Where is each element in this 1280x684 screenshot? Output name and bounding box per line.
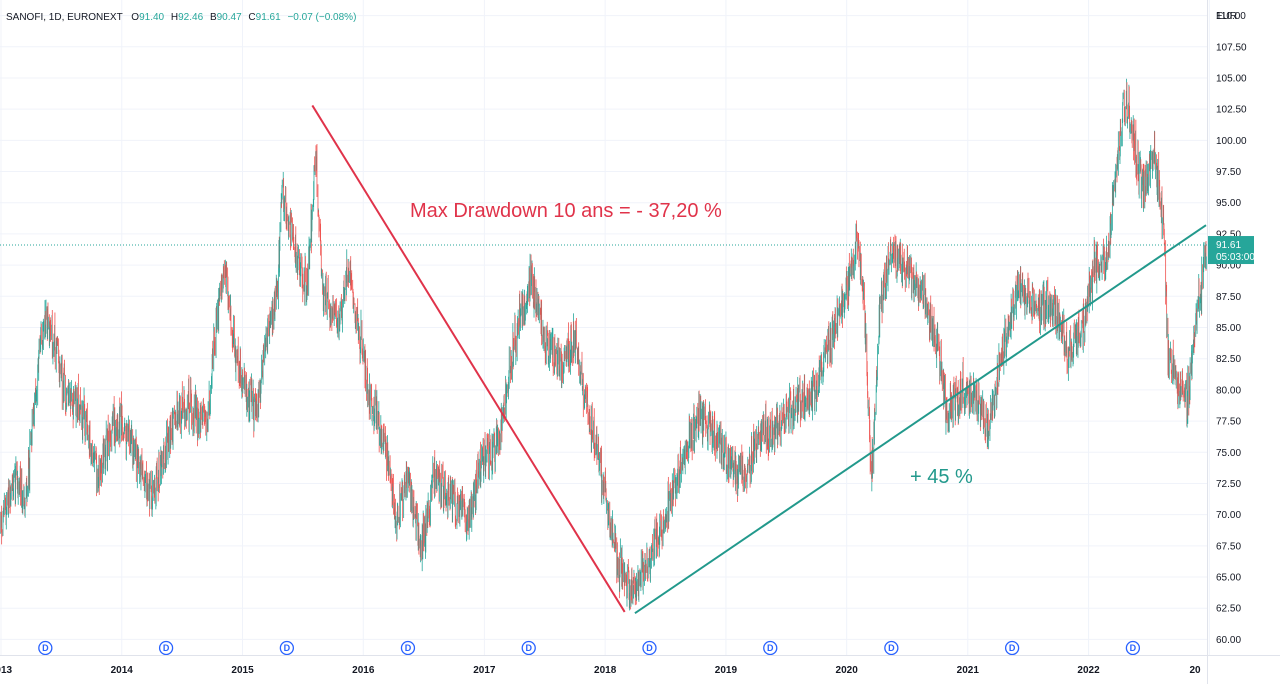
last-price-tag: 91.61 05:03:00: [1208, 236, 1255, 265]
y-tick-label: 82.50: [1216, 354, 1241, 365]
y-tick-label: 90.00: [1216, 261, 1241, 272]
x-tick-label: 2013: [0, 665, 13, 676]
y-tick-label: 67.50: [1216, 541, 1241, 552]
ohlc-legend[interactable]: SANOFI, 1D, EURONEXT O91.40 H92.46 B90.4…: [6, 12, 356, 23]
drawdown-line[interactable]: [311, 104, 626, 613]
dividend-marker: D: [279, 640, 295, 656]
x-tick-label: 2017: [473, 665, 496, 676]
price-tag-background: [1208, 236, 1254, 265]
x-tick-label: 2018: [594, 665, 617, 676]
y-tick-label: 60.00: [1216, 635, 1241, 646]
dividend-letter: D: [163, 643, 170, 653]
gain-annotation[interactable]: + 45 %: [910, 466, 973, 488]
y-tick-label: 75.00: [1216, 448, 1241, 459]
trend-line[interactable]: [634, 224, 1207, 615]
currency-label: EUR: [1216, 11, 1237, 22]
dividend-marker: D: [521, 640, 536, 656]
candlesticks: [0, 78, 1207, 611]
price-axis[interactable]: 110.00 107.50 105.00 102.50 100.00 97.50 95.00…: [1216, 11, 1247, 646]
x-tick-label: 20: [1189, 665, 1201, 676]
dividend-circle: [1004, 640, 1020, 656]
dividend-letter: D: [525, 643, 532, 653]
high-value: 92.46: [178, 12, 203, 23]
dividend-letter: D: [284, 643, 291, 653]
x-tick-label: 2015: [231, 665, 254, 676]
dividend-letter: D: [646, 643, 653, 653]
dividend-letter: D: [405, 643, 412, 653]
y-tick-label: 92.50: [1216, 229, 1241, 240]
dividend-marker: D: [400, 640, 416, 656]
y-tick-label: 107.50: [1216, 42, 1247, 53]
y-tick-label: 80.00: [1216, 385, 1241, 396]
y-tick-label: 72.50: [1216, 479, 1241, 490]
dividend-marker: D: [884, 640, 899, 656]
dividend-marker: D: [38, 640, 53, 656]
dividend-letter: D: [888, 643, 895, 653]
dividend-marker: D: [1125, 640, 1141, 656]
dividend-circle: [158, 640, 174, 656]
x-tick-label: 2021: [957, 665, 980, 676]
y-tick-label: 95.00: [1216, 198, 1241, 209]
y-tick-label: 65.00: [1216, 573, 1241, 584]
high-label: H: [171, 12, 178, 23]
x-tick-label: 2022: [1077, 665, 1100, 676]
y-tick-label: 85.00: [1216, 323, 1241, 334]
low-label: B: [210, 12, 217, 23]
dividend-circle: [763, 640, 778, 656]
symbol-label: SANOFI, 1D, EURONEXT: [6, 12, 123, 23]
open-label: O: [131, 12, 139, 23]
x-tick-label: 2016: [352, 665, 375, 676]
y-tick-label: 97.50: [1216, 167, 1241, 178]
dividend-letter: D: [767, 643, 774, 653]
y-tick-label: 102.50: [1216, 105, 1247, 116]
dividend-marker: D: [642, 640, 657, 656]
dividend-circle: [279, 640, 295, 656]
dividend-circle: [521, 640, 536, 656]
time-axis[interactable]: 2013 2014 2015 2016 2017 2018 2019 2020 2021 2022…: [0, 665, 1201, 676]
drawdown-annotation[interactable]: Max Drawdown 10 ans = - 37,20 %: [410, 200, 722, 222]
x-tick-label: 2020: [836, 665, 859, 676]
dividend-circle: [642, 640, 657, 656]
price-tag-countdown: 05:03:00: [1216, 252, 1255, 263]
price-tag-price: 91.61: [1216, 240, 1241, 251]
y-tick-label: 105.00: [1216, 73, 1247, 84]
open-value: 91.40: [139, 12, 164, 23]
y-tick-label: 100.00: [1216, 136, 1247, 147]
close-value: 91.61: [256, 12, 281, 23]
dividend-circle: [38, 640, 53, 656]
dividend-marker: D: [1004, 640, 1020, 656]
dividend-letter: D: [42, 643, 49, 653]
x-tick-label: 2014: [111, 665, 134, 676]
y-tick-label: 110.00: [1216, 11, 1246, 22]
y-tick-label: 77.50: [1216, 417, 1241, 428]
dividend-marker: D: [763, 640, 778, 656]
dividend-marker: D: [158, 640, 174, 656]
dividend-letter: D: [1009, 643, 1016, 653]
dividend-circle: [400, 640, 416, 656]
y-tick-label: 87.50: [1216, 292, 1241, 303]
y-tick-label: 62.50: [1216, 604, 1241, 615]
dividend-letter: D: [1130, 643, 1137, 653]
low-value: 90.47: [217, 12, 242, 23]
change-value: −0.07 (−0.08%): [287, 12, 356, 23]
y-tick-label: 70.00: [1216, 510, 1241, 521]
dividend-circle: [1125, 640, 1141, 656]
x-tick-label: 2019: [715, 665, 738, 676]
close-label: C: [248, 12, 255, 23]
dividend-circle: [884, 640, 899, 656]
